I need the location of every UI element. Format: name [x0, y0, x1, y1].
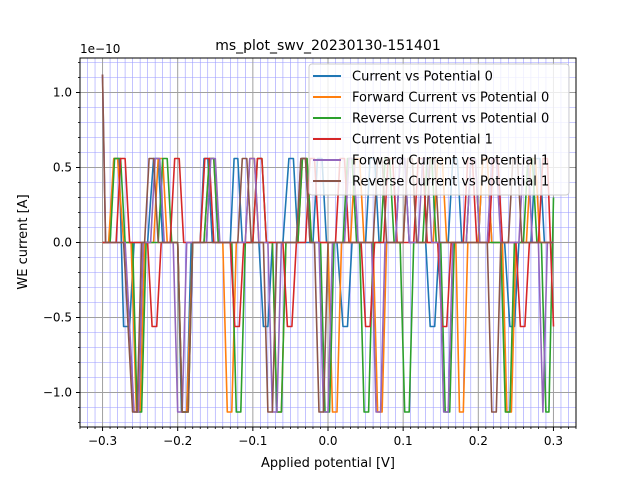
x-tick-label: 0.0: [318, 434, 337, 448]
y-tick-label: −1.0: [43, 386, 72, 400]
legend-box: [308, 63, 570, 196]
x-tick-label: 0.1: [394, 434, 413, 448]
x-tick-label: −0.1: [238, 434, 267, 448]
legend-label-0: Current vs Potential 0: [352, 70, 493, 85]
x-tick-label: 0.2: [469, 434, 488, 448]
y-axis-ticks: −1.0 −0.5 0.0 0.5 1.0: [43, 62, 80, 423]
y-tick-label: 0.5: [53, 161, 72, 175]
x-tick-label: −0.3: [88, 434, 117, 448]
x-axis-ticks: −0.3 −0.2 −0.1 0.0 0.1 0.2 0.3: [79, 427, 577, 448]
legend: Current vs Potential 0 Forward Current vs…: [308, 63, 570, 196]
y-tick-label: −0.5: [43, 311, 72, 325]
legend-label-5: Reverse Current vs Potential 1: [352, 175, 549, 190]
y-tick-label: 0.0: [53, 236, 72, 250]
legend-label-1: Forward Current vs Potential 0: [352, 91, 549, 106]
x-tick-label: −0.2: [163, 434, 192, 448]
series-line-5: [101, 74, 554, 413]
x-tick-label: 0.3: [544, 434, 563, 448]
legend-label-2: Reverse Current vs Potential 0: [352, 112, 549, 127]
legend-entries: Current vs Potential 0 Forward Current vs…: [313, 70, 549, 190]
y-tick-label: 1.0: [53, 86, 72, 100]
legend-label-4: Forward Current vs Potential 1: [352, 154, 549, 169]
chart-title: ms_plot_swv_20230130-151401: [215, 38, 441, 54]
y-offset-label: 1e−10: [80, 42, 120, 56]
x-axis-label: Applied potential [V]: [261, 456, 395, 471]
legend-label-3: Current vs Potential 1: [352, 133, 493, 148]
y-axis-label: WE current [A]: [16, 194, 31, 289]
